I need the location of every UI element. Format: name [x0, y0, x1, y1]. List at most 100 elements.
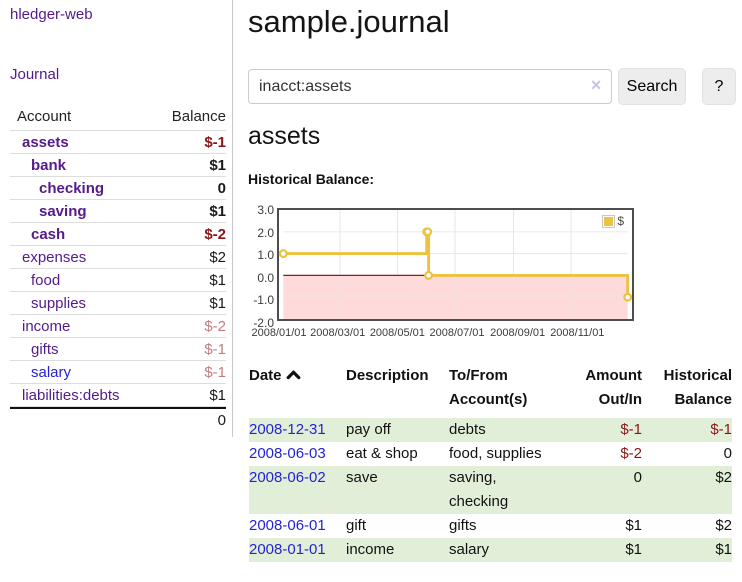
register-row[interactable]: 2008-06-02 save saving, checking 0 $2: [249, 466, 732, 514]
transaction-accounts: gifts: [449, 514, 556, 538]
transaction-description: pay off: [346, 418, 449, 442]
account-balance-cash: $-2: [204, 223, 226, 245]
search-box: ✕: [248, 69, 612, 104]
account-balance-assets: $-1: [204, 131, 226, 153]
nav-journal-link[interactable]: Journal: [10, 66, 59, 83]
register-row[interactable]: 2008-01-01 income salary $1 $1: [249, 538, 732, 562]
transaction-balance: $2: [642, 514, 732, 538]
account-row-assets: assets $-1: [10, 131, 226, 154]
transaction-date-link[interactable]: 2008-06-01: [249, 517, 326, 534]
transaction-description: income: [346, 538, 449, 562]
account-link-bank[interactable]: bank: [10, 154, 66, 176]
transaction-accounts: salary: [449, 538, 556, 562]
legend-label: $: [617, 214, 624, 228]
transaction-balance: $-1: [642, 418, 732, 442]
transaction-accounts: saving, checking: [449, 466, 556, 514]
transaction-amount: $1: [556, 514, 642, 538]
register-row[interactable]: 2008-12-31 pay off debts $-1 $-1: [249, 418, 732, 442]
register-row[interactable]: 2008-06-03 eat & shop food, supplies $-2…: [249, 442, 732, 466]
account-row-supplies: supplies $1: [10, 292, 226, 315]
legend-swatch-icon: [602, 215, 615, 228]
register-row[interactable]: 2008-06-01 gift gifts $1 $2: [249, 514, 732, 538]
main-content: sample.journal ✕ Search ? assets Histori…: [248, 0, 742, 582]
account-balance-checking: 0: [218, 177, 226, 199]
help-button[interactable]: ?: [702, 68, 736, 105]
account-link-food[interactable]: food: [10, 269, 60, 291]
account-row-cash: cash $-2: [10, 223, 226, 246]
transaction-description: eat & shop: [346, 442, 449, 466]
account-row-liabilities-debts: liabilities:debts $1: [10, 384, 226, 407]
chart-legend: $: [578, 214, 630, 228]
account-balance-income: $-2: [204, 315, 226, 337]
accounts-total-balance: 0: [218, 409, 226, 431]
sort-ascending-icon: [286, 364, 301, 388]
page-title: sample.journal: [248, 0, 450, 44]
historical-balance-chart: 3.0 2.0 1.0 0.0 -1.0 -2.0 $ 2008/01/0120…: [248, 206, 742, 346]
transaction-date-link[interactable]: 2008-06-02: [249, 469, 326, 486]
transaction-description: save: [346, 466, 449, 514]
accounts-header-account: Account: [10, 104, 71, 130]
account-row-food: food $1: [10, 269, 226, 292]
account-balance-salary: $-1: [204, 361, 226, 383]
register-header-amount: Amount Out/In: [556, 364, 642, 412]
transaction-date-link[interactable]: 2008-01-01: [249, 541, 326, 558]
transaction-balance: $2: [642, 466, 732, 514]
transaction-amount: $-2: [556, 442, 642, 466]
y-tick-label: -1.0: [248, 293, 274, 307]
app-title-link[interactable]: hledger-web: [10, 6, 93, 23]
x-tick-label: 2008/05/01: [363, 327, 431, 339]
transaction-amount: $-1: [556, 418, 642, 442]
account-row-bank: bank $1: [10, 154, 226, 177]
account-link-liabilities-debts[interactable]: liabilities:debts: [10, 384, 120, 406]
account-link-expenses[interactable]: expenses: [10, 246, 86, 268]
chart-y-axis: 3.0 2.0 1.0 0.0 -1.0 -2.0: [248, 206, 274, 331]
account-row-salary: salary $-1: [10, 361, 226, 384]
account-link-checking[interactable]: checking: [10, 177, 104, 199]
x-tick-label: 2008/11/01: [543, 327, 611, 339]
y-tick-label: 0.0: [248, 271, 274, 285]
account-link-gifts[interactable]: gifts: [10, 338, 59, 360]
accounts-total-row: 0: [10, 407, 226, 431]
transaction-balance: $1: [642, 538, 732, 562]
register-header-description: Description: [346, 364, 449, 412]
account-balance-food: $1: [209, 269, 226, 291]
account-link-cash[interactable]: cash: [10, 223, 65, 245]
transaction-amount: 0: [556, 466, 642, 514]
search-button[interactable]: Search: [618, 68, 686, 105]
x-tick-label: 2008/07/01: [423, 327, 491, 339]
transaction-amount: $1: [556, 538, 642, 562]
search-input[interactable]: [248, 69, 612, 104]
y-tick-label: 1.0: [248, 248, 274, 262]
sidebar: hledger-web Journal Account Balance asse…: [0, 0, 233, 437]
clear-search-icon[interactable]: ✕: [590, 77, 602, 94]
transaction-balance: 0: [642, 442, 732, 466]
account-balance-bank: $1: [209, 154, 226, 176]
transaction-accounts: food, supplies: [449, 442, 556, 466]
account-link-income[interactable]: income: [10, 315, 70, 337]
account-link-salary[interactable]: salary: [10, 361, 71, 383]
chart-title: Historical Balance:: [248, 171, 374, 187]
accounts-header-balance: Balance: [172, 104, 226, 130]
x-tick-label: 2008/09/01: [484, 327, 552, 339]
transaction-date-link[interactable]: 2008-12-31: [249, 421, 326, 438]
account-row-income: income $-2: [10, 315, 226, 338]
account-link-saving[interactable]: saving: [10, 200, 87, 222]
y-tick-label: 3.0: [248, 203, 274, 217]
register-header-balance: Historical Balance: [642, 364, 732, 412]
account-link-assets[interactable]: assets: [10, 131, 69, 153]
register-header-accounts: To/From Account(s): [449, 364, 556, 412]
register-header-row: Date Description To/From Account(s) Amou…: [249, 364, 732, 412]
transaction-date-link[interactable]: 2008-06-03: [249, 445, 326, 462]
register-header-date[interactable]: Date: [249, 364, 346, 412]
account-link-supplies[interactable]: supplies: [10, 292, 86, 314]
accounts-table-header: Account Balance: [10, 104, 226, 131]
x-tick-label: 2008/03/01: [304, 327, 372, 339]
account-row-checking: checking 0: [10, 177, 226, 200]
register-table: Date Description To/From Account(s) Amou…: [249, 364, 732, 562]
y-tick-label: 2.0: [248, 226, 274, 240]
transaction-description: gift: [346, 514, 449, 538]
accounts-table: Account Balance assets $-1 bank $1 check…: [10, 104, 226, 431]
account-balance-supplies: $1: [209, 292, 226, 314]
account-balance-liabilities-debts: $1: [209, 384, 226, 406]
account-balance-saving: $1: [209, 200, 226, 222]
